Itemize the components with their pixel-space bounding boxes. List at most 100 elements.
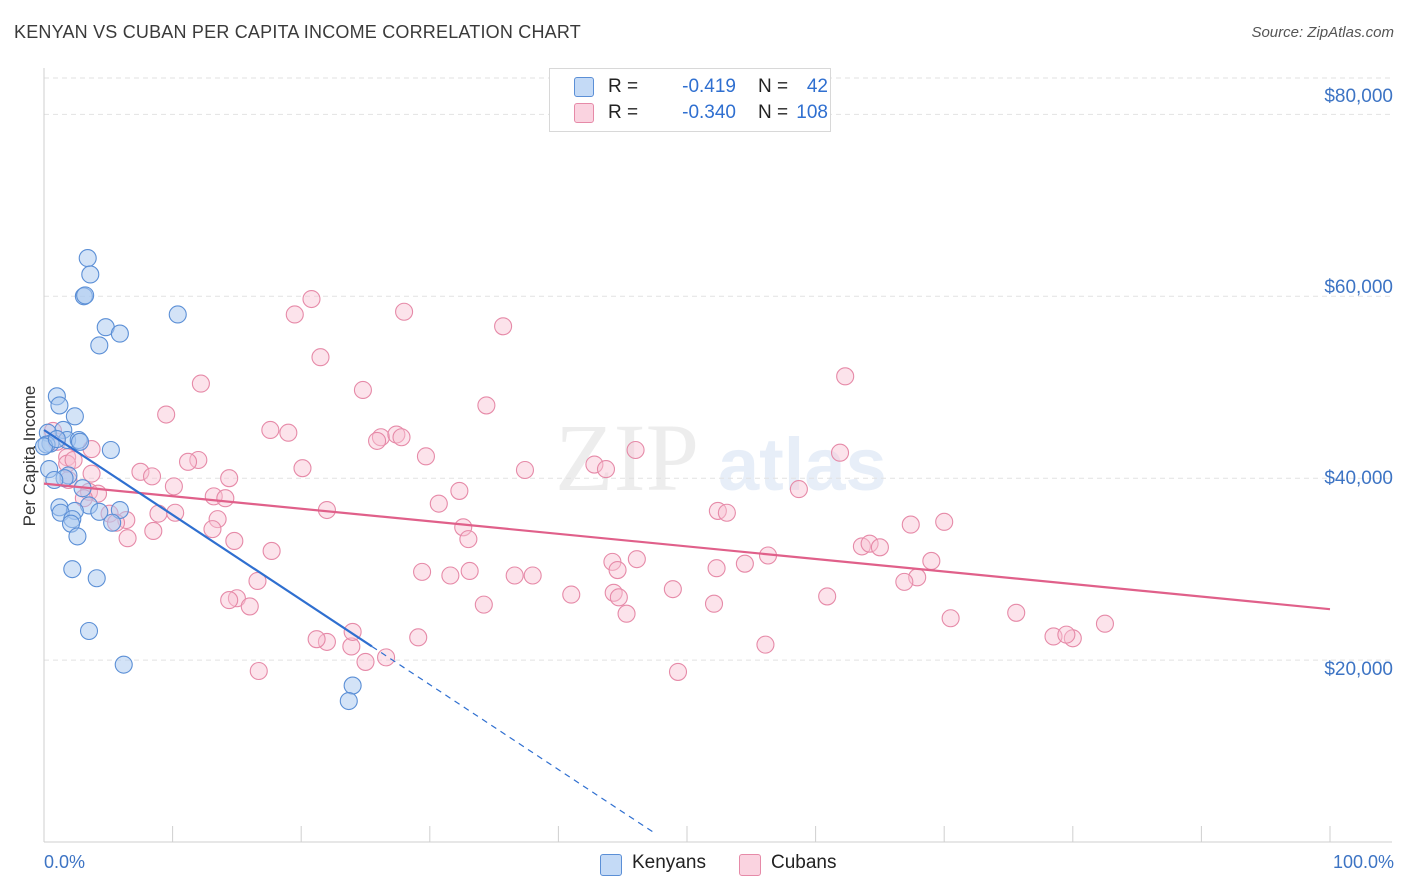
kenyan-point xyxy=(81,265,100,284)
kenyan-trend-line xyxy=(43,429,373,648)
cuban-point xyxy=(413,562,432,581)
kenyan-swatch xyxy=(574,77,594,97)
cuban-point xyxy=(941,609,960,628)
cuban-point xyxy=(818,587,837,606)
cuban-point xyxy=(240,597,259,616)
cuban-point xyxy=(860,534,879,553)
cuban-point xyxy=(1007,603,1026,622)
cuban-point xyxy=(870,538,889,557)
cuban-point xyxy=(164,477,183,496)
watermark-zip: ZIP xyxy=(555,404,699,511)
y-tick-label: $80,000 xyxy=(1324,86,1393,107)
cuban-point xyxy=(608,561,627,580)
cuban-point xyxy=(144,521,163,540)
cuban-point xyxy=(293,459,312,478)
kenyan-point xyxy=(110,324,129,343)
cuban-legend-swatch xyxy=(739,854,761,876)
cuban-point xyxy=(342,637,361,656)
cuban-point xyxy=(353,380,372,400)
cuban-point xyxy=(935,512,954,531)
cuban-point xyxy=(830,443,850,462)
cuban-point xyxy=(249,661,268,681)
cuban-point xyxy=(317,632,336,651)
kenyan-point xyxy=(114,655,133,674)
cuban-point xyxy=(505,566,524,585)
cuban-point xyxy=(248,571,267,591)
kenyan-point xyxy=(101,440,120,460)
cuban-point xyxy=(460,561,479,581)
cuban-point xyxy=(311,348,330,367)
cuban-point xyxy=(789,480,808,499)
cuban-point xyxy=(922,551,941,571)
kenyan-point xyxy=(343,676,362,695)
legend-n-label: N = xyxy=(758,102,789,123)
cuban-point xyxy=(118,529,137,548)
cuban-point xyxy=(717,503,736,522)
kenyan-point xyxy=(70,432,90,451)
cuban-point xyxy=(1057,625,1076,644)
legend-r-label: R = xyxy=(608,102,639,123)
kenyan-trend-extension xyxy=(371,645,656,834)
cuban-point xyxy=(609,588,628,607)
legend-r-value: -0.419 xyxy=(682,76,736,97)
cuban-point xyxy=(392,428,411,447)
cuban-point xyxy=(523,566,542,585)
cuban-point xyxy=(208,510,227,529)
cuban-point xyxy=(157,405,176,424)
cuban-point xyxy=(441,566,460,585)
cuban-point xyxy=(704,594,724,613)
cuban-point xyxy=(387,425,406,444)
cuban-point xyxy=(216,489,235,508)
cuban-point xyxy=(836,367,855,386)
kenyan-point xyxy=(65,407,84,426)
kenyan-point xyxy=(63,560,82,579)
kenyan-point xyxy=(339,691,358,711)
cuban-point xyxy=(220,469,239,488)
cuban-point xyxy=(617,604,636,623)
cuban-point xyxy=(285,305,304,324)
cuban-point xyxy=(377,648,396,667)
y-tick-label: $40,000 xyxy=(1324,468,1393,489)
legend-row-kenyans: R = -0.419 N = 42 xyxy=(574,76,828,98)
legend-n-value: 108 xyxy=(796,102,828,123)
cuban-point xyxy=(149,504,168,523)
cuban-point xyxy=(494,317,513,336)
cuban-point xyxy=(131,462,150,481)
cuban-point xyxy=(307,630,326,649)
cuban-point xyxy=(429,494,448,513)
kenyan-legend-swatch xyxy=(600,854,622,876)
cuban-point xyxy=(756,635,775,654)
cuban-point xyxy=(450,481,469,500)
cuban-point xyxy=(585,455,604,474)
cuban-point xyxy=(901,515,920,534)
cuban-point xyxy=(515,460,535,480)
kenyan-point xyxy=(90,502,109,521)
kenyan-point xyxy=(50,396,69,415)
y-tick-label: $20,000 xyxy=(1324,659,1393,680)
cuban-point xyxy=(474,595,493,614)
source-label: Source: ZipAtlas.com xyxy=(1251,24,1394,41)
cuban-point xyxy=(203,520,222,539)
cuban-trend-line xyxy=(43,482,1331,611)
cuban-point xyxy=(368,431,387,450)
kenyan-point xyxy=(78,249,97,268)
cuban-legend-label: Cubans xyxy=(771,852,837,873)
cuban-point xyxy=(225,531,244,550)
cuban-point xyxy=(356,652,375,671)
cuban-swatch xyxy=(574,103,594,123)
cuban-point xyxy=(395,302,414,321)
cuban-point xyxy=(142,467,162,486)
cuban-point xyxy=(279,423,298,442)
y-tick-label: $60,000 xyxy=(1324,277,1393,298)
legend-row-cubans: R = -0.340 N = 108 xyxy=(574,102,828,124)
kenyan-point xyxy=(79,621,99,641)
legend-n-label: N = xyxy=(758,76,789,97)
cuban-point xyxy=(220,591,239,610)
cuban-point xyxy=(626,440,645,460)
kenyan-point xyxy=(76,286,95,305)
kenyan-point xyxy=(68,527,87,546)
cuban-point xyxy=(627,550,646,569)
cuban-point xyxy=(708,501,727,520)
kenyan-point xyxy=(87,569,106,588)
